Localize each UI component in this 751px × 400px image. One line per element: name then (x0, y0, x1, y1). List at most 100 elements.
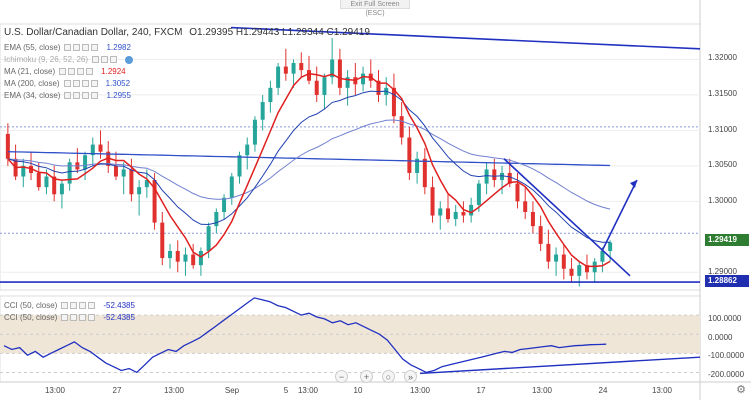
time-tick: 13:00 (409, 386, 431, 395)
cci-tick: 100.0000 (708, 314, 742, 323)
candle-body (530, 211, 535, 227)
candle-body (554, 254, 559, 262)
current-price-tag: 1.29419 (705, 234, 749, 246)
legend-ma21[interactable]: MA (21, close) 1.2924 (4, 67, 126, 76)
symbol-header: U.S. Dollar/Canadian Dollar, 240, FXCM O… (4, 27, 370, 38)
chart-settings-icon[interactable]: ⚙ (736, 384, 746, 396)
price-pane (0, 23, 701, 291)
price-tick: 1.31000 (708, 125, 737, 134)
candle-body (577, 265, 582, 276)
cci-trendline (419, 356, 701, 375)
legend-controls[interactable] (63, 80, 100, 87)
candle-body (168, 250, 173, 259)
candle-body (546, 243, 551, 262)
price-tick: 1.32000 (708, 53, 737, 62)
candle-body (476, 183, 481, 205)
trendline-forecast-arrow (601, 179, 638, 252)
cci-tick: -200.0000 (708, 370, 745, 379)
legend-controls[interactable] (64, 44, 100, 51)
legend-controls[interactable] (64, 92, 100, 99)
candle-body (415, 158, 420, 173)
legend-ichimoku[interactable]: Ichimoku (9, 26, 52, 26) (4, 54, 134, 65)
candle-body (422, 158, 427, 188)
candle-body (538, 226, 543, 244)
candle-body (500, 172, 505, 181)
legend-controls[interactable] (61, 314, 97, 321)
legend-controls[interactable] (92, 56, 119, 63)
zoom-out-button[interactable]: − (335, 370, 348, 383)
candle-body (469, 204, 474, 216)
candle-body (83, 155, 88, 170)
time-tick: 13:00 (44, 386, 66, 395)
ma21-line (7, 72, 611, 268)
candle-body (129, 169, 134, 195)
candle-body (322, 77, 327, 95)
candle-body (90, 144, 95, 156)
legend-cci-1[interactable]: CCI (50, close) -52.4385 (4, 301, 135, 310)
time-tick: 13:00 (297, 386, 319, 395)
candle-body (59, 183, 64, 195)
trendline-down-channel (503, 158, 631, 277)
legend-ma200[interactable]: MA (200, close) 1.3052 (4, 79, 131, 88)
candle-body (137, 187, 142, 195)
cci-tick: 0.0000 (708, 333, 733, 342)
exit-fullscreen-button[interactable]: Exit Full Screen (ESC) (340, 0, 410, 17)
candle-body (144, 180, 149, 188)
scroll-to-end-button[interactable]: » (404, 370, 417, 383)
candle-body (214, 211, 219, 227)
candle-body (407, 137, 412, 173)
time-tick: 13:00 (163, 386, 185, 395)
candle-body (237, 155, 242, 177)
time-tick: Sep (224, 386, 240, 395)
candle-body (36, 172, 41, 188)
reset-view-button[interactable]: ○ (382, 370, 395, 383)
candle-body (314, 80, 319, 95)
candle-body (183, 254, 188, 262)
forecast-arrowhead (630, 180, 637, 189)
candle-body (175, 250, 180, 262)
candle-body (98, 144, 103, 152)
candle-body (44, 176, 49, 188)
time-tick: 24 (598, 386, 608, 395)
candle-body (29, 165, 34, 173)
candle-body (152, 180, 157, 223)
candle-body (391, 87, 396, 117)
time-tick: 27 (112, 386, 122, 395)
candle-body (198, 250, 203, 266)
candle-body (252, 119, 257, 145)
zoom-in-button[interactable]: + (360, 370, 373, 383)
candle-body (229, 176, 234, 198)
candle-body (584, 265, 589, 273)
candle-body (67, 162, 72, 184)
time-tick: 10 (353, 386, 363, 395)
candle-body (330, 59, 335, 78)
legend-ema34[interactable]: EMA (34, close) 1.2955 (4, 91, 131, 100)
time-tick: 5 (283, 386, 289, 395)
legend-controls[interactable] (61, 302, 97, 309)
candle-body (299, 63, 304, 71)
time-tick: 17 (476, 386, 486, 395)
candle-body (399, 116, 404, 138)
price-tick: 1.31500 (708, 89, 737, 98)
legend-ema55[interactable]: EMA (55, close) 1.2982 (4, 43, 131, 52)
ema34-line (7, 119, 611, 210)
candle-body (206, 226, 211, 251)
candle-body (515, 183, 520, 202)
candle-body (160, 222, 165, 259)
ohlc-readout: O1.29395 H1.29443 L1.29344 C1.29419 (189, 27, 370, 38)
legend-cci-2[interactable]: CCI (50, close) -52.4385 (4, 313, 135, 322)
candle-body (337, 59, 342, 88)
candle-body (361, 73, 366, 85)
symbol-title: U.S. Dollar/Canadian Dollar, 240, FXCM (4, 27, 183, 38)
legend-controls[interactable] (59, 68, 95, 75)
candle-body (307, 70, 311, 81)
candle-body (52, 176, 57, 195)
cci-line (3, 297, 607, 374)
settings-icon[interactable] (125, 55, 134, 64)
time-tick: 13:00 (651, 386, 673, 395)
time-tick: 13:00 (531, 386, 553, 395)
candle-body (523, 201, 528, 212)
candle-body (376, 80, 381, 95)
